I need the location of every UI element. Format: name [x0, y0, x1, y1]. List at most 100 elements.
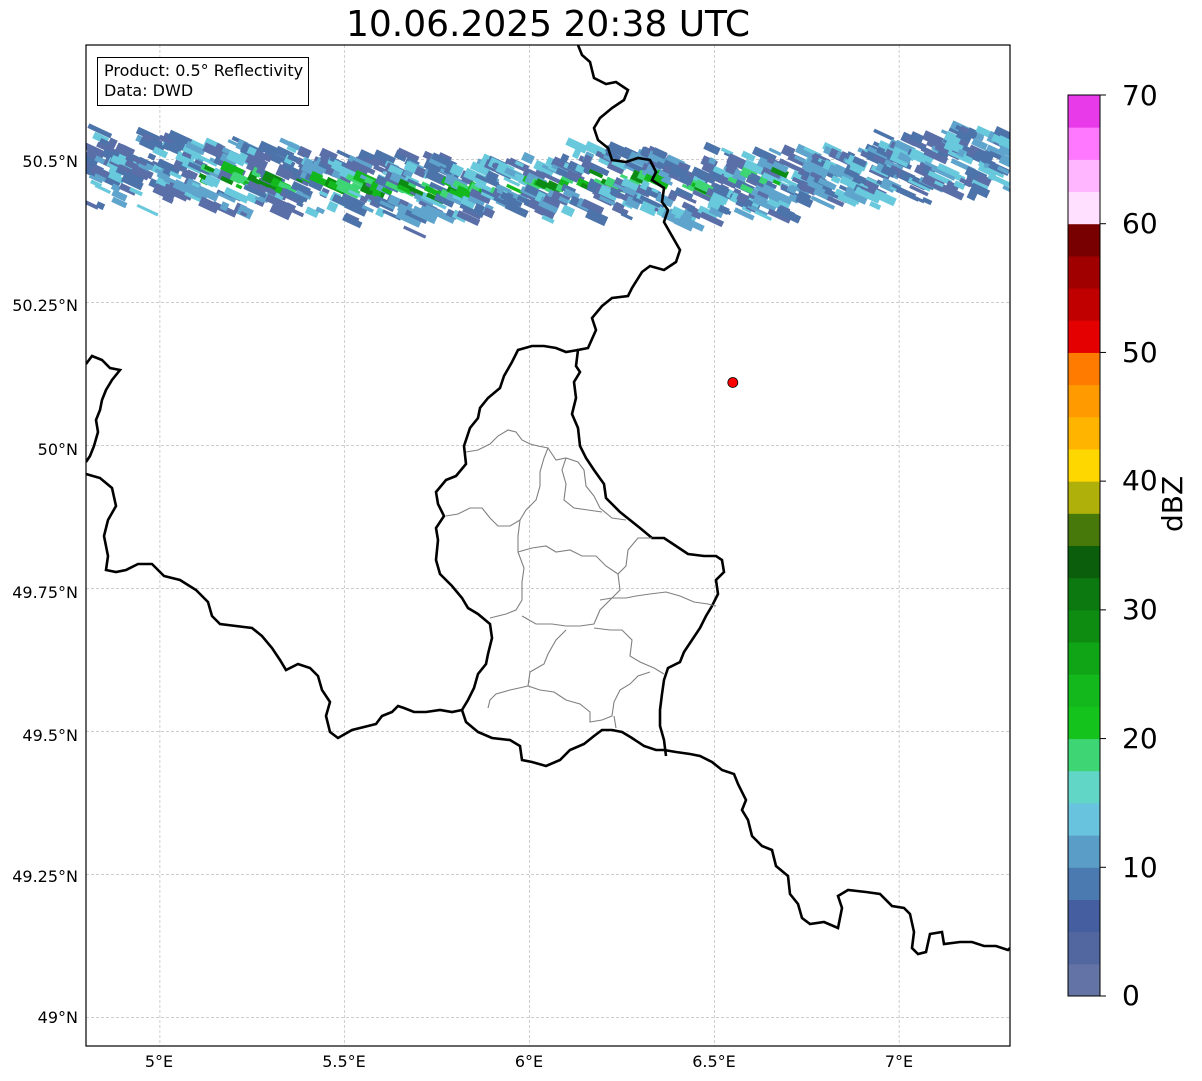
- echo-pixel: [235, 183, 243, 190]
- echo-pixel: [708, 157, 717, 166]
- echo-pixel: [503, 176, 521, 187]
- echo-pixel: [217, 191, 236, 203]
- echo-pixel: [279, 203, 305, 218]
- echo-pixel: [843, 186, 869, 205]
- echo-pixel: [542, 194, 561, 209]
- echo-pixel: [733, 207, 755, 221]
- echo-pixel: [619, 173, 629, 180]
- echo-pixel: [921, 196, 933, 206]
- echo-pixel: [673, 217, 694, 232]
- echo-pixel: [958, 139, 970, 148]
- echo-pixel: [275, 166, 293, 181]
- echo-pixel: [644, 186, 662, 200]
- colorbar-segment: [1068, 384, 1100, 418]
- echo-pixel: [739, 183, 756, 195]
- echo-pixel: [462, 208, 482, 220]
- echo-pixel: [279, 137, 304, 152]
- echo-pixel: [285, 191, 305, 204]
- echo-pixel: [413, 193, 435, 207]
- echo-pixel: [818, 166, 830, 175]
- echo-pixel: [304, 206, 320, 219]
- echo-pixel: [371, 156, 389, 169]
- colorbar-tick-40: 40: [1122, 464, 1158, 497]
- echo-pixel: [985, 144, 1006, 159]
- colorbar-tick-20: 20: [1122, 722, 1158, 755]
- echo-pixel: [988, 173, 1010, 188]
- echo-pixel: [677, 161, 690, 172]
- colorbar-segment: [1068, 770, 1100, 804]
- echo-pixel: [381, 187, 393, 196]
- echo-pixel: [406, 178, 431, 192]
- colorbar-segment: [1068, 127, 1100, 160]
- echo-pixel: [330, 159, 358, 179]
- echo-pixel: [396, 147, 420, 163]
- lon-label-7: 7°E: [884, 1052, 914, 1071]
- colorbar-segment: [1068, 738, 1100, 772]
- echo-pixel: [838, 184, 848, 192]
- echo-pixel: [817, 177, 837, 191]
- lat-label-49-25: 49.25°N: [12, 867, 78, 886]
- echo-pixel: [567, 165, 583, 176]
- echo-pixel: [786, 184, 798, 195]
- lat-label-49: 49°N: [37, 1008, 78, 1027]
- echo-pixel: [196, 185, 220, 202]
- echo-pixel: [120, 174, 144, 191]
- colorbar-segment: [1068, 963, 1100, 997]
- echo-pixel: [869, 200, 882, 211]
- colorbar-segment: [1068, 416, 1100, 450]
- district-borders: [445, 429, 717, 729]
- echo-pixel: [678, 192, 697, 204]
- echo-pixel: [296, 201, 304, 208]
- echo-pixel: [927, 170, 953, 186]
- echo-pixel: [403, 225, 427, 239]
- echo-pixel: [118, 182, 137, 196]
- lon-label-5-5: 5.5°E: [322, 1052, 366, 1071]
- echo-pixel: [850, 171, 869, 184]
- echo-pixel: [449, 163, 464, 177]
- echo-pixel: [295, 189, 312, 200]
- colorbar-segment: [1068, 706, 1100, 740]
- radar-site-marker[interactable]: [727, 377, 739, 388]
- echo-pixel: [540, 171, 564, 185]
- echo-pixel: [88, 148, 105, 160]
- echo-pixel: [94, 184, 112, 194]
- echo-pixel: [252, 149, 268, 164]
- echo-pixel: [620, 212, 633, 221]
- echo-pixel: [382, 209, 402, 221]
- echo-pixel: [581, 198, 605, 216]
- echo-pixel: [506, 183, 526, 196]
- echo-pixel: [87, 123, 113, 139]
- echo-pixel: [651, 187, 659, 194]
- echo-pixel: [969, 182, 991, 199]
- echo-pixel: [772, 161, 789, 174]
- echo-pixel: [740, 150, 756, 162]
- echo-pixel: [830, 175, 841, 184]
- colorbar-segment: [1068, 642, 1100, 675]
- echo-pixel: [921, 173, 945, 192]
- colorbar-segment: [1068, 481, 1100, 514]
- info-box: Product: 0.5° Reflectivity Data: DWD: [97, 57, 310, 106]
- echo-pixel: [467, 193, 486, 208]
- echo-pixel: [611, 158, 628, 171]
- map-frame: [85, 44, 1011, 1047]
- echo-pixel: [387, 164, 404, 177]
- echo-pixel: [765, 181, 778, 189]
- lon-label-6-5: 6.5°E: [692, 1052, 736, 1071]
- echo-pixel: [375, 207, 386, 218]
- echo-pixel: [104, 174, 122, 189]
- echo-pixel: [852, 156, 868, 168]
- echo-pixel: [930, 165, 957, 181]
- echo-pixel: [239, 211, 248, 217]
- echo-pixel: [639, 195, 665, 210]
- echo-pixel: [561, 174, 574, 185]
- map-title: 10.06.2025 20:38 UTC: [345, 4, 751, 45]
- echo-pixel: [795, 193, 814, 208]
- echo-pixel: [296, 145, 312, 160]
- echo-pixel: [541, 214, 555, 224]
- echo-pixel: [558, 196, 570, 205]
- echo-pixel: [718, 173, 739, 189]
- colorbar-segment: [1068, 223, 1100, 257]
- echo-pixel: [344, 158, 370, 177]
- echo-pixel: [678, 215, 705, 232]
